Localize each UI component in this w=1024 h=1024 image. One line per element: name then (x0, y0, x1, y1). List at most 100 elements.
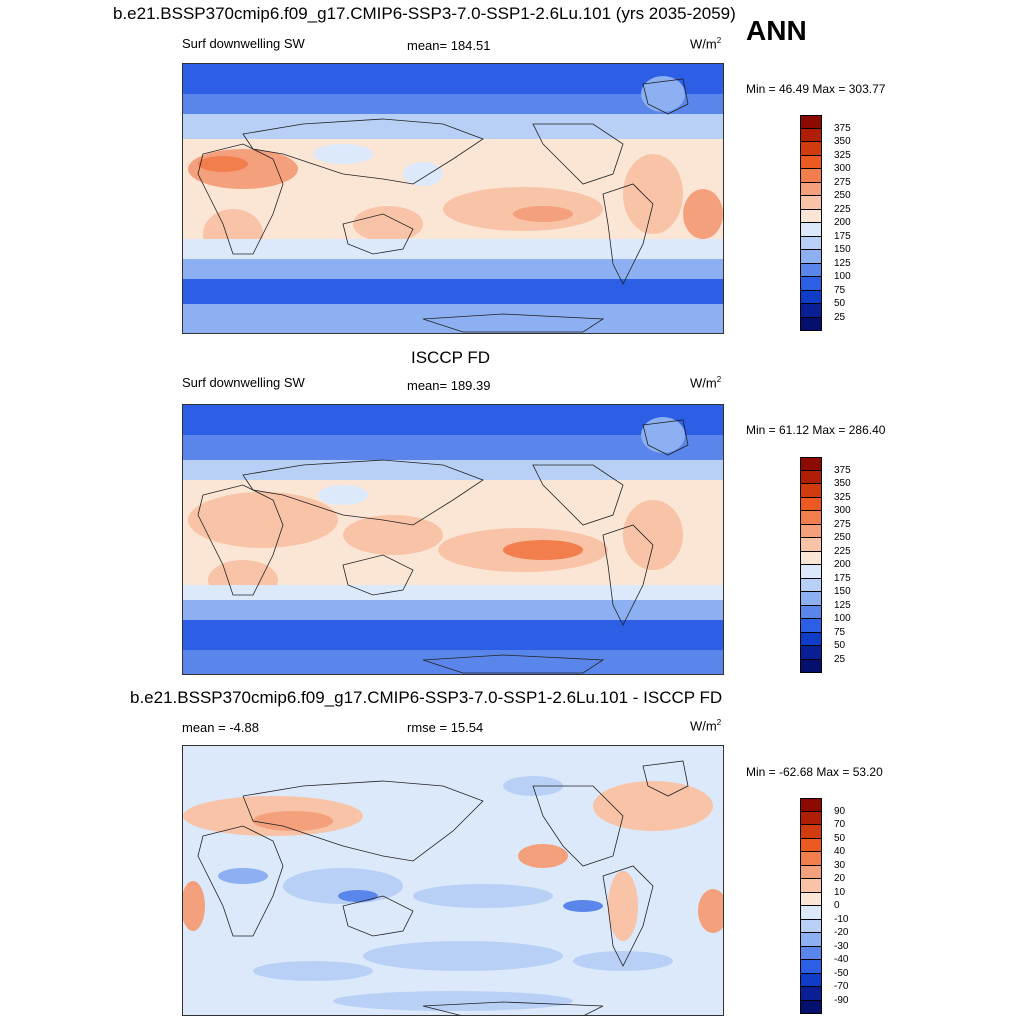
colorbar-swatch (800, 919, 822, 933)
colorbar-swatch (800, 1000, 822, 1014)
panel3-minmax: Min = -62.68 Max = 53.20 (746, 765, 883, 779)
colorbar-swatch (800, 128, 822, 142)
colorbar-label: 250 (834, 532, 851, 543)
colorbar-label: 70 (834, 819, 846, 830)
colorbar-label: 350 (834, 136, 851, 147)
colorbar-swatch (800, 277, 822, 291)
colorbar-swatch (800, 484, 822, 498)
colorbar-swatch (800, 659, 822, 673)
panel1-mean-label: mean= 184.51 (407, 38, 491, 53)
colorbar-swatch (800, 973, 822, 987)
colorbar-swatch (800, 619, 822, 633)
colorbar-swatch (800, 632, 822, 646)
panel3-units: W/m2 (690, 718, 722, 734)
colorbar-swatch (800, 798, 822, 812)
colorbar-label: 250 (834, 190, 851, 201)
colorbar-swatch (800, 865, 822, 879)
colorbar-label: 375 (834, 122, 851, 134)
colorbar-swatch (800, 317, 822, 331)
colorbar-label: 175 (834, 572, 851, 584)
colorbar-swatch (800, 115, 822, 129)
colorbar-swatch (800, 223, 822, 237)
panel1-map (182, 63, 724, 334)
colorbar-label: 25 (834, 311, 846, 323)
colorbar-label: 30 (834, 859, 846, 871)
colorbar-label: 50 (834, 832, 846, 844)
colorbar-swatch (800, 169, 822, 183)
panel2-colorbar (800, 457, 822, 673)
colorbar-label: 75 (834, 626, 846, 638)
colorbar-swatch (800, 250, 822, 264)
colorbar-swatch (800, 551, 822, 565)
panel2-variable-label: Surf downwelling SW (182, 375, 305, 390)
colorbar-swatch (800, 155, 822, 169)
panel3-colorbar (800, 798, 822, 1014)
colorbar-label: 375 (834, 464, 851, 476)
colorbar-swatch (800, 565, 822, 579)
colorbar-label: -10 (834, 913, 849, 925)
colorbar-label: 50 (834, 640, 846, 651)
colorbar-swatch (800, 538, 822, 552)
colorbar-label: 275 (834, 518, 851, 530)
colorbar-label: -50 (834, 967, 849, 979)
panel3-mean-label: mean = -4.88 (182, 720, 259, 735)
colorbar-label: 275 (834, 176, 851, 188)
colorbar-label: 50 (834, 298, 846, 309)
colorbar-label: -40 (834, 954, 849, 965)
panel2-units: W/m2 (690, 375, 722, 391)
colorbar-label: 325 (834, 149, 851, 161)
colorbar-label: 90 (834, 805, 846, 817)
colorbar-label: 150 (834, 586, 851, 597)
colorbar-swatch (800, 511, 822, 525)
colorbar-swatch (800, 892, 822, 906)
colorbar-swatch (800, 933, 822, 947)
colorbar-swatch (800, 852, 822, 866)
colorbar-label: 100 (834, 271, 851, 282)
colorbar-label: 25 (834, 653, 846, 665)
colorbar-label: 125 (834, 257, 851, 269)
colorbar-swatch (800, 987, 822, 1001)
main-title: b.e21.BSSP370cmip6.f09_g17.CMIP6-SSP3-7.… (113, 4, 736, 23)
colorbar-swatch (800, 290, 822, 304)
panel2-mean-label: mean= 189.39 (407, 378, 491, 393)
colorbar-label: 150 (834, 244, 851, 255)
colorbar-swatch (800, 236, 822, 250)
panel2-minmax: Min = 61.12 Max = 286.40 (746, 423, 886, 437)
colorbar-label: 325 (834, 491, 851, 503)
colorbar-label: 0 (834, 900, 840, 911)
colorbar-label: -70 (834, 981, 849, 992)
colorbar-swatch (800, 524, 822, 538)
panel1-minmax: Min = 46.49 Max = 303.77 (746, 82, 886, 96)
panel1-colorbar (800, 115, 822, 331)
colorbar-swatch (800, 182, 822, 196)
colorbar-swatch (800, 304, 822, 318)
colorbar-label: 350 (834, 478, 851, 489)
colorbar-swatch (800, 263, 822, 277)
colorbar-label: 125 (834, 599, 851, 611)
colorbar-swatch (800, 906, 822, 920)
colorbar-label: 40 (834, 846, 846, 857)
colorbar-label: 200 (834, 217, 851, 228)
colorbar-label: 100 (834, 613, 851, 624)
colorbar-swatch (800, 811, 822, 825)
colorbar-label: -20 (834, 927, 849, 938)
colorbar-swatch (800, 825, 822, 839)
colorbar-swatch (800, 946, 822, 960)
colorbar-label: 225 (834, 545, 851, 557)
colorbar-swatch (800, 592, 822, 606)
colorbar-label: 300 (834, 163, 851, 174)
colorbar-swatch (800, 960, 822, 974)
colorbar-label: 200 (834, 559, 851, 570)
colorbar-label: 10 (834, 886, 846, 898)
colorbar-swatch (800, 196, 822, 210)
panel2-title: ISCCP FD (411, 348, 491, 367)
colorbar-label: -30 (834, 940, 849, 952)
colorbar-label: 225 (834, 203, 851, 215)
colorbar-label: 20 (834, 873, 846, 884)
panel3-title: b.e21.BSSP370cmip6.f09_g17.CMIP6-SSP3-7.… (130, 688, 723, 707)
panel3-map (182, 745, 724, 1016)
colorbar-label: -90 (834, 994, 849, 1006)
colorbar-swatch (800, 605, 822, 619)
colorbar-swatch (800, 838, 822, 852)
colorbar-swatch (800, 142, 822, 156)
